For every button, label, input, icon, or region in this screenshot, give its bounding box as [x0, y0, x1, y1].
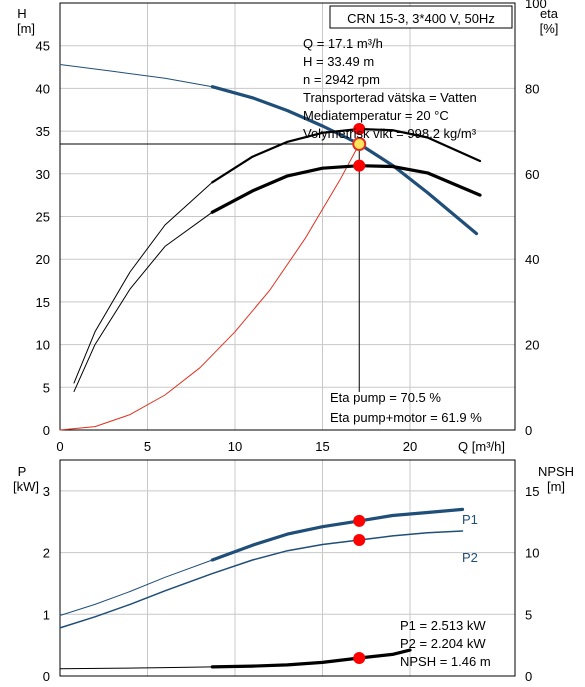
info-liquid: Transporterad vätska = Vatten: [303, 90, 477, 105]
x-tick-label: 0: [56, 439, 63, 454]
power-tick-label: 1: [43, 607, 50, 622]
bottom-plot-frame: [59, 459, 516, 677]
right-tick-label: 60: [525, 167, 539, 182]
right-tick-label: 80: [525, 81, 539, 96]
markers: [352, 122, 367, 664]
right-tick-label: 0: [525, 423, 532, 438]
right-tick-label: 40: [525, 252, 539, 267]
info-speed: n = 2942 rpm: [303, 72, 380, 87]
power-axis-unit: [kW]: [13, 479, 39, 494]
eta-pump-label: Eta pump = 70.5 %: [330, 390, 441, 405]
npsh-axis-label: NPSH: [538, 464, 574, 479]
eta-pump-curve: [211, 127, 482, 184]
power-tick-label: 3: [43, 484, 50, 499]
npsh-value-label: NPSH = 1.46 m: [400, 654, 491, 669]
title-box: [329, 5, 513, 29]
x-tick-label: 20: [403, 439, 417, 454]
p2-marker: [353, 533, 366, 546]
x-tick-label: 5: [144, 439, 151, 454]
info-temperature: Mediatemperatur = 20 °C: [303, 108, 449, 123]
npsh-tick-label: 5: [525, 607, 532, 622]
npsh-curve-extended: [59, 666, 213, 670]
eta-total-curve: [210, 164, 482, 214]
power-info: P1 = 2.513 kW P2 = 2.204 kW NPSH = 1.46 …: [400, 618, 491, 669]
npsh-marker: [353, 651, 366, 664]
right-axis-unit: [%]: [540, 21, 559, 36]
left-tick-label: 5: [43, 380, 50, 395]
left-axis-label: H: [17, 6, 26, 21]
x-axis-label: Q [m³/h]: [458, 439, 505, 454]
eta-pump-curve-extended: [73, 181, 213, 384]
right-tick-label: 20: [525, 338, 539, 353]
left-tick-label: 30: [36, 167, 50, 182]
info-head: H = 33.49 m: [303, 54, 374, 69]
left-tick-label: 20: [36, 252, 50, 267]
x-tick-label: 15: [315, 439, 329, 454]
right-tick-label: 100: [525, 0, 547, 11]
right-axis-label: eta: [540, 6, 559, 21]
top-plot-frame: [59, 2, 516, 431]
left-tick-label: 40: [36, 81, 50, 96]
p2-legend: P2: [462, 550, 478, 565]
npsh-curve: [210, 648, 412, 669]
p1-value-label: P1 = 2.513 kW: [400, 618, 486, 633]
p2-curve: [59, 530, 464, 629]
npsh-tick-label: 10: [525, 546, 539, 561]
left-tick-label: 25: [36, 210, 50, 225]
p2-value-label: P2 = 2.204 kW: [400, 636, 486, 651]
head-curve-extended: [59, 64, 213, 88]
eta-total-label: Eta pump+motor = 61.9 %: [330, 410, 482, 425]
head-curve: [210, 85, 479, 236]
info-density: Volymetrisk vikt = 998.2 kg/m³: [303, 126, 477, 141]
left-axis-unit: [m]: [17, 21, 35, 36]
p1-curve-extended: [59, 559, 213, 616]
npsh-tick-label: 15: [525, 484, 539, 499]
chart-title: CRN 15-3, 3*400 V, 50Hz: [347, 11, 495, 26]
operating-point-marker: [352, 136, 367, 151]
p1-marker: [353, 514, 366, 527]
info-flow: Q = 17.1 m³/h: [303, 36, 383, 51]
operating-info: Q = 17.1 m³/h H = 33.49 m n = 2942 rpm T…: [303, 36, 477, 141]
system-curve: [59, 143, 360, 431]
npsh-axis-unit: [m]: [547, 479, 565, 494]
left-tick-label: 0: [43, 423, 50, 438]
operating-point-guides: [60, 143, 360, 392]
eta-pump-marker: [353, 122, 366, 135]
left-tick-label: 10: [36, 338, 50, 353]
npsh-tick-label: 0: [525, 669, 532, 682]
eta-total-marker: [353, 159, 366, 172]
p1-legend: P1: [462, 512, 478, 527]
p1-curve: [210, 507, 465, 562]
eta-total-curve-extended: [73, 211, 213, 393]
power-tick-label: 2: [43, 546, 50, 561]
top-grid: [59, 3, 515, 431]
left-tick-label: 35: [36, 124, 50, 139]
power-tick-label: 0: [43, 669, 50, 682]
left-tick-label: 45: [36, 39, 50, 54]
left-tick-label: 15: [36, 295, 50, 310]
power-axis-label: P: [18, 464, 27, 479]
x-tick-label: 10: [228, 439, 242, 454]
efficiency-info: Eta pump = 70.5 % Eta pump+motor = 61.9 …: [330, 390, 482, 425]
curves: [59, 64, 482, 670]
